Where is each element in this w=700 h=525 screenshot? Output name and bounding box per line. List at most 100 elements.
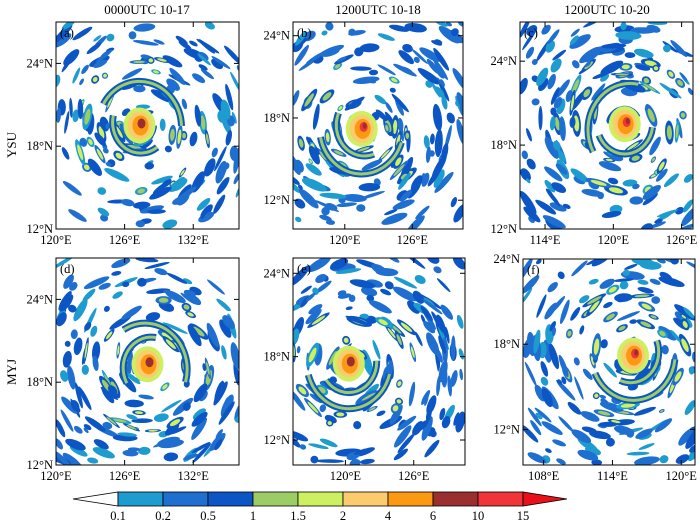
contour-blob xyxy=(552,140,561,151)
contour-blob xyxy=(305,309,322,325)
contour-blob xyxy=(63,274,74,289)
contour-blob xyxy=(148,429,158,432)
contour-blob xyxy=(400,173,408,180)
contour-blob xyxy=(161,332,174,341)
contour-blob xyxy=(216,298,231,312)
lat-tick-label: 12°N xyxy=(26,458,53,472)
rainband xyxy=(306,373,391,411)
contour-blob xyxy=(87,158,102,176)
contour-blob xyxy=(310,455,319,464)
contour-blob xyxy=(419,47,441,62)
map-frame xyxy=(292,21,464,230)
panel-label: (c) xyxy=(524,26,538,40)
contour-blob xyxy=(60,370,69,382)
contour-blob xyxy=(453,412,460,426)
contour-blob xyxy=(327,421,332,426)
contour-blob xyxy=(553,97,563,109)
contour-blob xyxy=(627,142,639,151)
contour-blob xyxy=(165,290,186,304)
contour-blob xyxy=(681,314,687,319)
contour-blob xyxy=(613,278,634,282)
contour-blob xyxy=(547,281,558,293)
contour-blob xyxy=(396,399,402,404)
contour-blob xyxy=(678,428,694,446)
contour-blob xyxy=(214,438,223,451)
contour-blob xyxy=(675,454,690,464)
contour-blob xyxy=(196,198,211,211)
contour-blob xyxy=(633,48,654,58)
contour-blob xyxy=(527,452,547,464)
contour-blob xyxy=(436,375,441,397)
contour-blob xyxy=(526,128,532,142)
contour-blob xyxy=(426,258,440,264)
map-panel: (a) 120°E 126°E 132°E 12°N 18°N 24°N xyxy=(26,21,240,247)
contour-blob xyxy=(647,108,655,123)
contour-blob xyxy=(640,223,653,229)
panel-label: (d) xyxy=(60,262,75,276)
contour-blob xyxy=(521,150,528,160)
contour-blob xyxy=(433,266,442,274)
contour-blob xyxy=(67,365,76,390)
contour-blob xyxy=(635,428,653,439)
contour-blob xyxy=(393,448,409,461)
contour-blob xyxy=(523,206,541,223)
contour-blob xyxy=(392,405,399,412)
contour-blob xyxy=(574,376,584,400)
contour-blob xyxy=(377,33,395,41)
contour-blob xyxy=(380,149,390,159)
contour-blob xyxy=(544,180,556,193)
contour-blob xyxy=(336,412,345,417)
contour-blob xyxy=(138,446,151,455)
contour-blob xyxy=(104,168,130,182)
colorbar: 0.1 0.2 0.5 1 1.5 2 4 6 10 15 xyxy=(72,491,568,523)
contour-blob xyxy=(621,64,630,70)
contour-blob xyxy=(107,385,118,395)
contour-blob xyxy=(551,182,567,193)
contour-blob xyxy=(597,410,611,416)
contour-blob xyxy=(308,145,320,165)
contour-blob xyxy=(615,31,642,40)
contour-blob xyxy=(557,379,563,385)
contour-blob xyxy=(632,183,640,190)
contour-blob xyxy=(315,280,332,294)
contour-blob xyxy=(224,396,230,406)
contour-blob xyxy=(425,407,432,422)
contour-blob xyxy=(138,394,154,400)
contour-blob xyxy=(423,321,436,334)
lon-tick-label: 126°E xyxy=(109,233,141,247)
contour-blob xyxy=(653,66,659,71)
contour-blob xyxy=(668,71,674,77)
contour-blob xyxy=(649,278,661,285)
contour-blob xyxy=(434,39,443,45)
contour-blob xyxy=(605,437,615,447)
colorbar-level-label: 10 xyxy=(472,509,485,523)
contour-blob xyxy=(376,410,386,417)
contour-blob xyxy=(675,206,685,215)
contour-blob xyxy=(523,275,540,294)
contour-blob xyxy=(56,258,75,270)
contour-blob xyxy=(191,417,208,440)
contour-blob xyxy=(533,329,541,354)
contour-blob xyxy=(311,315,326,325)
contour-blob xyxy=(73,425,83,434)
colorbar-segment xyxy=(477,491,524,507)
contour-blob xyxy=(84,342,88,359)
contour-blob xyxy=(117,345,120,356)
contour-blob xyxy=(78,386,92,411)
contour-blob xyxy=(159,118,166,131)
lon-tick-label: 114°E xyxy=(530,233,561,247)
contour-blob xyxy=(194,104,202,127)
colorbar-segment xyxy=(297,491,344,507)
contour-blob xyxy=(620,403,636,408)
panel-label: (a) xyxy=(60,26,74,40)
contour-blob xyxy=(540,361,549,377)
contour-blob xyxy=(589,300,600,313)
contour-blob xyxy=(610,420,621,424)
contour-blob xyxy=(520,168,531,182)
contour-blob xyxy=(308,304,323,315)
contour-blob xyxy=(384,111,394,124)
map-frame xyxy=(519,21,694,230)
contour-blob xyxy=(189,131,198,147)
contour-blob xyxy=(230,71,239,95)
contour-blob xyxy=(96,49,113,63)
